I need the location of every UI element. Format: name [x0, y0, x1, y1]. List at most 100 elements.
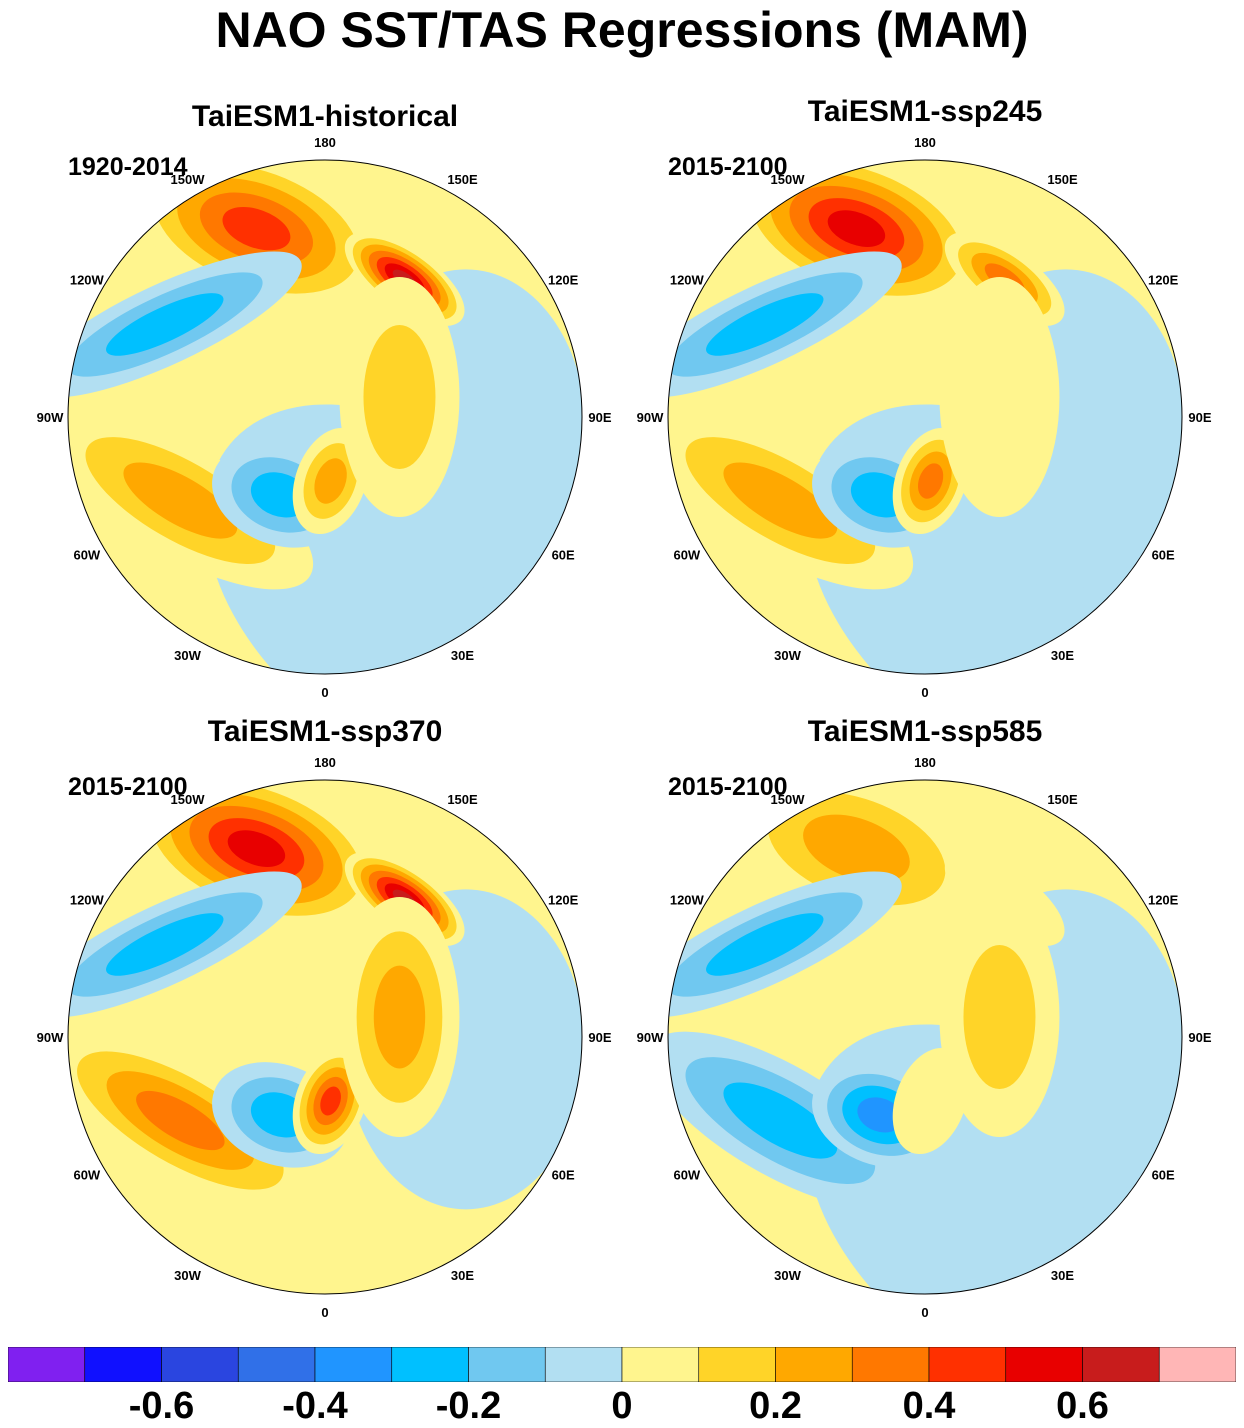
colorbar-swatch [1158, 1347, 1236, 1382]
colorbar-tick-label: -0.6 [128, 1385, 195, 1427]
eurasia-interior-anomaly [363, 325, 436, 470]
longitude-label: 30W [774, 648, 801, 663]
period-label: 2015-2100 [668, 153, 788, 181]
field-layer [68, 160, 582, 674]
longitude-label: 150E [447, 792, 478, 807]
longitude-label: 60W [673, 1168, 700, 1183]
period-label: 1920-2014 [68, 153, 188, 181]
map-panel-ssp585: TaiESM1-ssp585 2015-2100 180 150E 120E 90E 6… [600, 715, 1212, 1325]
period-label: 2015-2100 [68, 773, 188, 801]
eurasia-interior-anomaly [373, 965, 426, 1069]
colorbar-tick-label: -0.4 [282, 1385, 348, 1427]
pacific-anomaly [827, 210, 886, 247]
longitude-label: 60W [73, 1168, 100, 1183]
longitude-label: 0 [921, 1305, 928, 1320]
longitude-label: 90E [1188, 1030, 1211, 1045]
na-band-anomaly [106, 293, 224, 356]
longitude-label: 60W [73, 548, 100, 563]
longitude-label: 60E [1152, 548, 1175, 563]
colorbar-swatch [314, 1347, 393, 1382]
longitude-label: 150W [771, 172, 806, 187]
longitude-label: 30W [774, 1268, 801, 1283]
longitude-label: 120E [1148, 893, 1179, 908]
longitude-label: 150E [1047, 792, 1078, 807]
longitude-label: 0 [321, 1305, 328, 1320]
longitude-label: 120W [670, 893, 705, 908]
polar-map: 180 150E 120E 90E 60E 30E 0 30W 60W 90W 120W 150W [637, 755, 1212, 1320]
longitude-label: 120E [1148, 273, 1179, 288]
longitude-label: 90W [37, 410, 64, 425]
atlantic-subtropical-anomaly [723, 462, 838, 539]
figure-title: NAO SST/TAS Regressions (MAM) [215, 2, 1029, 58]
colorbar-swatch [161, 1347, 239, 1382]
longitude-label: 150W [171, 172, 206, 187]
colorbar-swatch [468, 1347, 546, 1382]
longitude-label: 180 [914, 755, 936, 770]
colorbar-swatch [1082, 1347, 1160, 1382]
longitude-label: 90E [588, 1030, 611, 1045]
longitude-label: 120W [70, 893, 105, 908]
field-layer [68, 780, 582, 1294]
longitude-label: 180 [314, 755, 336, 770]
longitude-label: 90E [588, 410, 611, 425]
colorbar-swatch [851, 1347, 930, 1382]
map-boundary [667, 779, 1183, 1295]
map-boundary [67, 779, 583, 1295]
longitude-label: 0 [321, 685, 328, 700]
longitude-label: 30E [1051, 648, 1074, 663]
na-band-anomaly [706, 913, 824, 976]
eurasia-interior-anomaly [963, 945, 1036, 1090]
na-band-anomaly [706, 293, 824, 356]
longitude-label: 120W [70, 273, 105, 288]
colorbar-swatch [84, 1347, 162, 1382]
map-boundary [667, 159, 1183, 675]
colorbar-swatch [928, 1347, 1007, 1382]
pacific-anomaly [803, 814, 910, 883]
panel-title: TaiESM1-ssp370 [207, 715, 443, 748]
longitude-label: 180 [314, 135, 336, 150]
colorbar-swatch [621, 1347, 700, 1382]
colorbar-tick-label: 0 [611, 1385, 633, 1427]
na-band-anomaly [106, 913, 224, 976]
nordic-anomaly [917, 463, 944, 499]
colorbar-tick-label: 0.2 [749, 1385, 802, 1427]
longitude-label: 180 [914, 135, 936, 150]
colorbar-tick-label: 0.4 [902, 1385, 956, 1427]
colorbar-tick-label: 0.6 [1056, 1385, 1109, 1427]
colorbar-swatch [775, 1347, 853, 1382]
polar-map: 180 150E 120E 90E 60E 30E 0 30W 60W 90W 120W 150W [637, 135, 1212, 700]
longitude-label: 90W [37, 1030, 64, 1045]
colorbar-swatch [237, 1347, 316, 1382]
colorbar-tick-label: -0.2 [435, 1385, 502, 1427]
longitude-label: 90W [637, 1030, 664, 1045]
longitude-label: 120W [670, 273, 705, 288]
nordic-anomaly [320, 1086, 341, 1116]
longitude-label: 30E [1051, 1268, 1074, 1283]
map-panel-historical: TaiESM1-historical 1920-2014 180 150E 120E… [0, 95, 612, 705]
longitude-label: 30W [174, 648, 201, 663]
longitude-label: 90E [1188, 410, 1211, 425]
field-layer [668, 160, 1182, 674]
longitude-label: 30E [451, 1268, 474, 1283]
polar-map: 180 150E 120E 90E 60E 30E 0 30W 60W 90W 120W 150W [37, 755, 612, 1320]
longitude-label: 150W [771, 792, 806, 807]
panel-title: TaiESM1-ssp585 [807, 715, 1043, 748]
colorbar-swatch [391, 1347, 469, 1382]
panel-title: TaiESM1-ssp245 [807, 95, 1043, 128]
longitude-label: 90W [637, 410, 664, 425]
map-boundary [67, 159, 583, 675]
longitude-label: 120E [548, 893, 579, 908]
field-layer [668, 780, 1182, 1294]
longitude-label: 150W [171, 792, 206, 807]
longitude-label: 150E [447, 172, 478, 187]
colorbar-swatch [544, 1347, 623, 1382]
colorbar-swatch [1005, 1347, 1083, 1382]
map-panel-ssp245: TaiESM1-ssp245 2015-2100 180 150E 120E 90E 6… [600, 95, 1212, 705]
atlantic-subtropical-anomaly [723, 1082, 838, 1159]
period-label: 2015-2100 [668, 773, 788, 801]
longitude-label: 120E [548, 273, 579, 288]
longitude-label: 60E [1152, 1168, 1175, 1183]
longitude-label: 60W [673, 548, 700, 563]
eurasia-interior-anomaly [939, 277, 1060, 518]
longitude-label: 0 [921, 685, 928, 700]
